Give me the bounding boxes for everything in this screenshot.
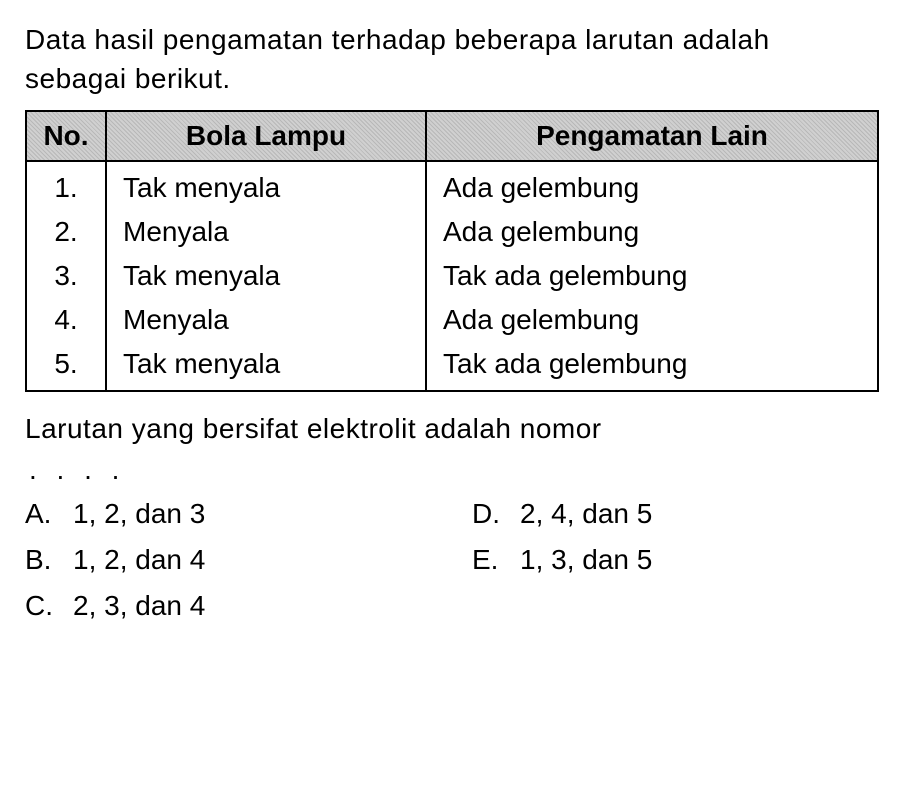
header-lamp: Bola Lampu xyxy=(106,111,426,161)
cell-obs: Tak ada gelembung xyxy=(426,342,878,391)
cell-obs: Tak ada gelembung xyxy=(426,254,878,298)
table-row: 1. Tak menyala Ada gelembung xyxy=(26,161,878,210)
option-text: 2, 4, dan 5 xyxy=(520,498,652,530)
cell-no: 5. xyxy=(26,342,106,391)
table-row: 4. Menyala Ada gelembung xyxy=(26,298,878,342)
option-b: B. 1, 2, dan 4 xyxy=(25,544,432,576)
table-header-row: No. Bola Lampu Pengamatan Lain xyxy=(26,111,878,161)
cell-lamp: Tak menyala xyxy=(106,254,426,298)
cell-lamp: Tak menyala xyxy=(106,161,426,210)
option-text: 2, 3, dan 4 xyxy=(73,590,205,622)
cell-no: 3. xyxy=(26,254,106,298)
option-c: C. 2, 3, dan 4 xyxy=(25,590,432,622)
option-text: 1, 3, dan 5 xyxy=(520,544,652,576)
option-d: D. 2, 4, dan 5 xyxy=(472,498,879,530)
table-row: 2. Menyala Ada gelembung xyxy=(26,210,878,254)
cell-no: 4. xyxy=(26,298,106,342)
option-letter: C. xyxy=(25,590,73,622)
header-observation: Pengamatan Lain xyxy=(426,111,878,161)
question-intro: Data hasil pengamatan terhadap beberapa … xyxy=(25,20,879,98)
cell-no: 2. xyxy=(26,210,106,254)
option-letter: A. xyxy=(25,498,73,530)
cell-obs: Ada gelembung xyxy=(426,161,878,210)
option-letter: E. xyxy=(472,544,520,576)
table-row: 5. Tak menyala Tak ada gelembung xyxy=(26,342,878,391)
option-letter: B. xyxy=(25,544,73,576)
blank-dots: . . . . xyxy=(25,454,879,486)
answer-options: A. 1, 2, dan 3 D. 2, 4, dan 5 B. 1, 2, d… xyxy=(25,498,879,622)
option-e: E. 1, 3, dan 5 xyxy=(472,544,879,576)
cell-lamp: Menyala xyxy=(106,298,426,342)
option-text: 1, 2, dan 3 xyxy=(73,498,205,530)
option-letter: D. xyxy=(472,498,520,530)
option-text: 1, 2, dan 4 xyxy=(73,544,205,576)
cell-obs: Ada gelembung xyxy=(426,210,878,254)
cell-no: 1. xyxy=(26,161,106,210)
table-row: 3. Tak menyala Tak ada gelembung xyxy=(26,254,878,298)
option-a: A. 1, 2, dan 3 xyxy=(25,498,432,530)
cell-lamp: Tak menyala xyxy=(106,342,426,391)
observation-table: No. Bola Lampu Pengamatan Lain 1. Tak me… xyxy=(25,110,879,392)
cell-obs: Ada gelembung xyxy=(426,298,878,342)
header-no: No. xyxy=(26,111,106,161)
question-prompt: Larutan yang bersifat elektrolit adalah … xyxy=(25,408,879,450)
cell-lamp: Menyala xyxy=(106,210,426,254)
